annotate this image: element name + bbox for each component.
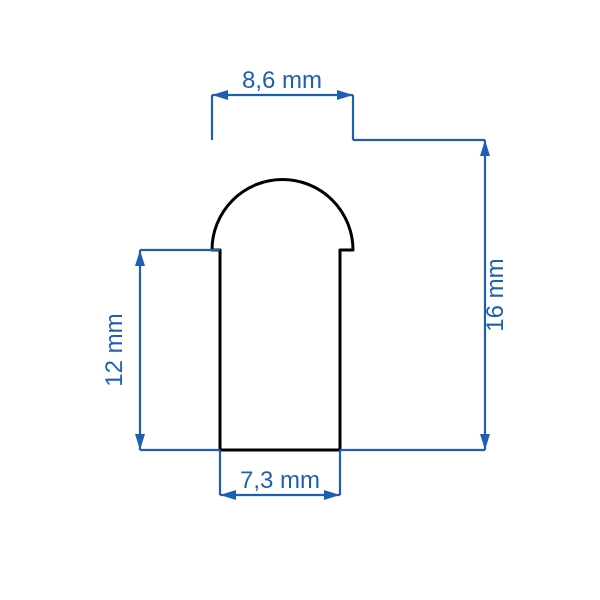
dim-top-label: 8,6 mm [242,67,322,94]
profile-outline [212,180,353,451]
dim-top: 8,6 mm [212,67,353,140]
dim-bottom-label: 7,3 mm [240,467,320,494]
dim-right: 16 mm [340,140,509,450]
dim-right-label: 16 mm [482,258,509,331]
dim-left-label: 12 mm [101,313,128,386]
dim-bottom: 7,3 mm [220,450,340,500]
dim-left: 12 mm [101,250,220,450]
